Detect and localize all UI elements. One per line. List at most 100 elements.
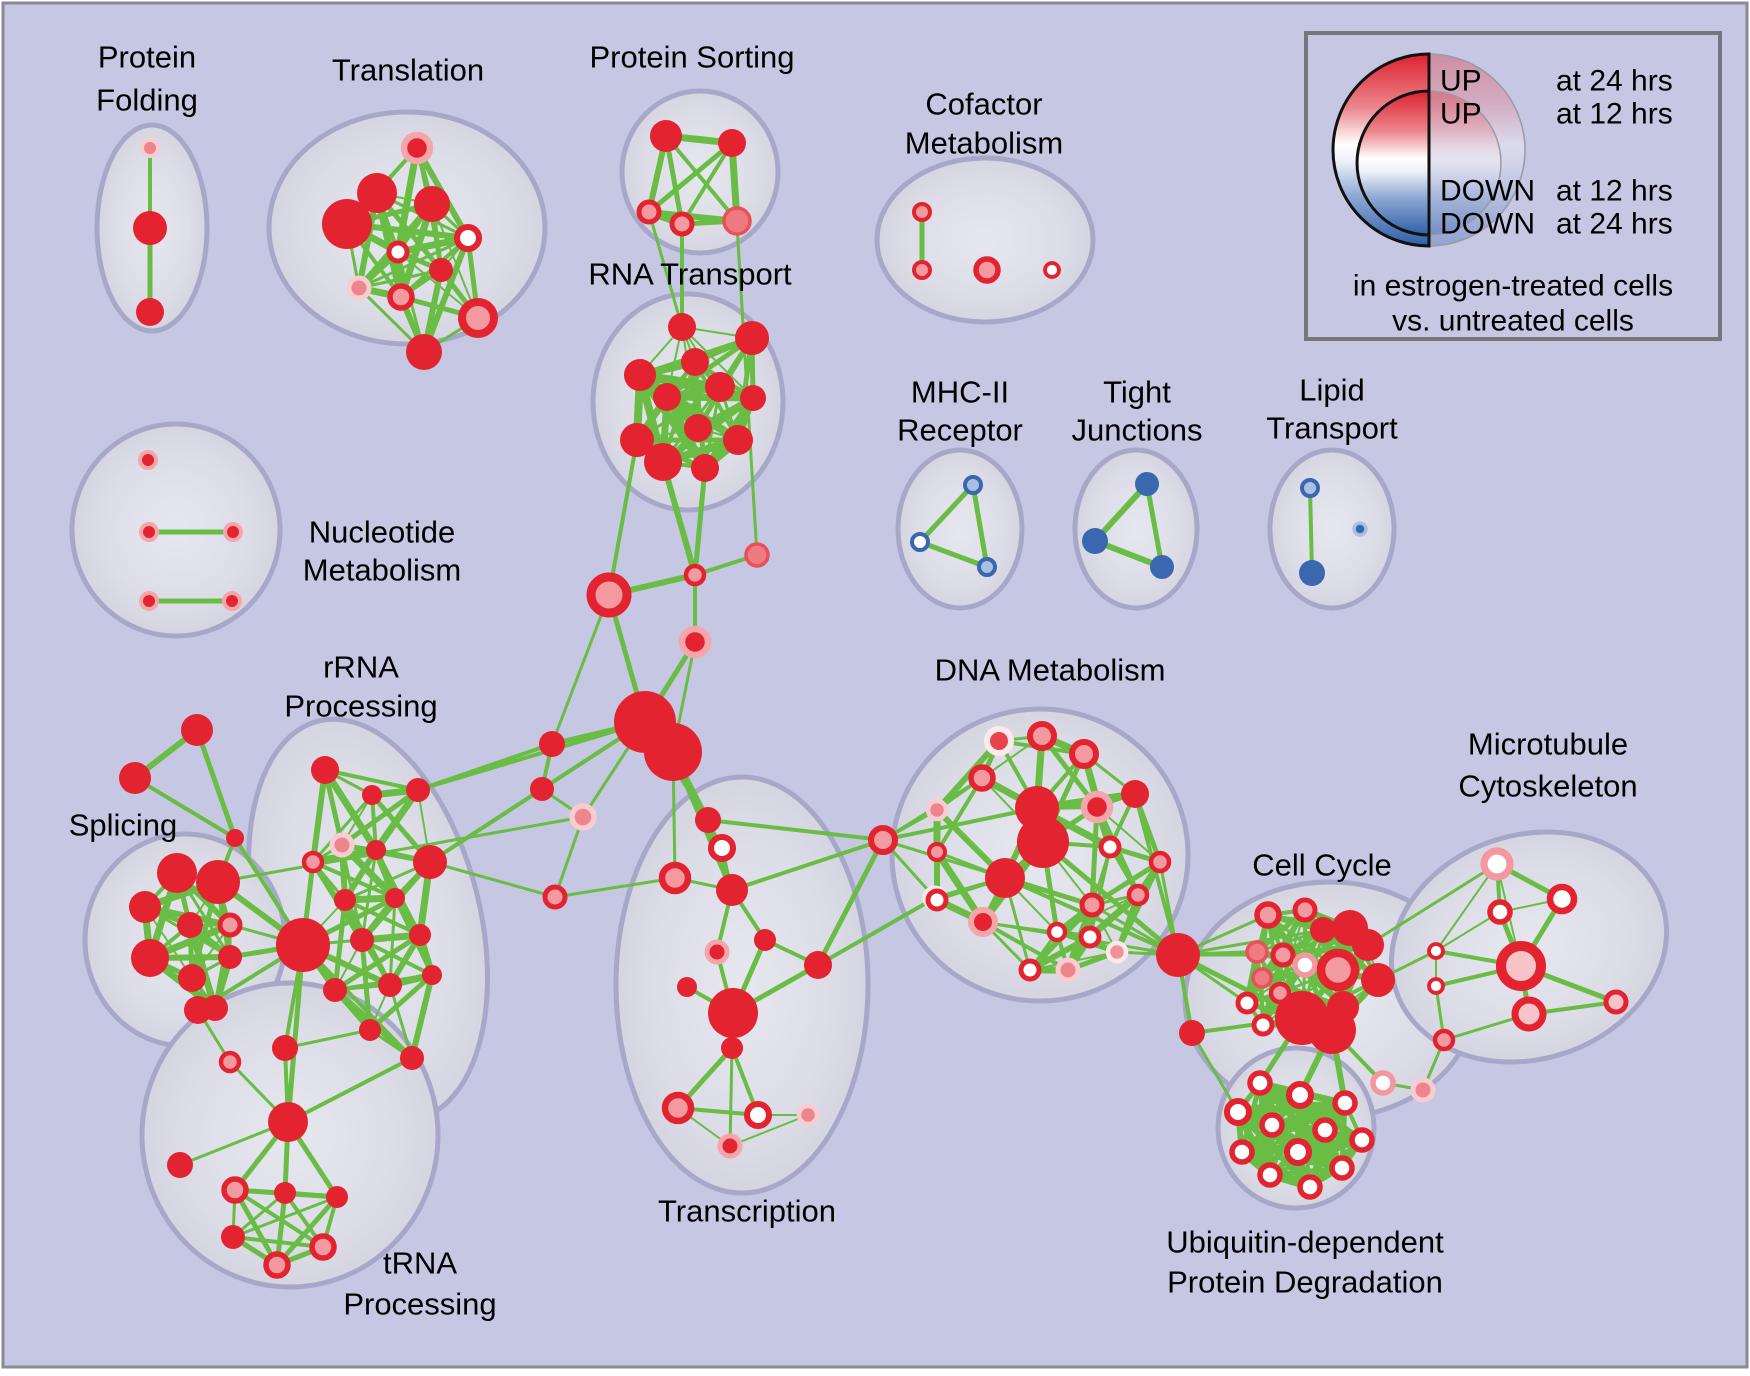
network-node-cc17 xyxy=(1308,1006,1356,1054)
network-node-s6 xyxy=(131,939,169,977)
network-node-r11 xyxy=(350,928,374,952)
network-node-cc5 xyxy=(1352,929,1384,961)
network-node-s5 xyxy=(217,912,243,938)
network-node-d16 xyxy=(968,907,998,937)
network-node-nm3 xyxy=(223,522,243,542)
cluster-ellipse-cofactor-metabolism xyxy=(874,155,1096,325)
network-edge xyxy=(1089,804,1100,908)
network-node-cc0 xyxy=(1156,933,1200,977)
network-node-r5 xyxy=(301,850,325,874)
network-node-u7 xyxy=(1349,1127,1375,1153)
network-node-d19 xyxy=(1078,925,1102,949)
network-node-s7 xyxy=(178,964,206,992)
cluster-ellipse-transcription xyxy=(613,774,871,1196)
cluster-label-microtubule-cytoskeleton: Microtubule xyxy=(1468,727,1628,762)
network-node-rt10 xyxy=(723,425,753,455)
network-node-lp1 xyxy=(1300,478,1320,498)
network-node-d13 xyxy=(1098,835,1122,859)
network-edge xyxy=(311,793,374,864)
network-node-d14 xyxy=(1148,850,1172,874)
network-edge xyxy=(917,539,990,570)
network-node-u1 xyxy=(1247,1070,1273,1096)
cluster-label-rrna-processing: rRNA xyxy=(323,650,399,685)
network-node-tl2 xyxy=(357,173,397,213)
network-node-h2 xyxy=(644,723,702,781)
network-node-rt8 xyxy=(684,414,712,442)
network-edge xyxy=(216,815,585,884)
network-edge xyxy=(416,720,647,792)
network-node-cf3 xyxy=(973,256,1001,284)
network-node-r18 xyxy=(184,996,212,1024)
cluster-label-nucleotide-metabolism: Metabolism xyxy=(303,553,462,588)
network-node-ps1 xyxy=(650,120,682,152)
network-edge xyxy=(360,848,378,942)
network-node-ls2 xyxy=(530,777,554,801)
network-node-u12 xyxy=(1297,1174,1323,1200)
network-node-s1 xyxy=(157,853,197,893)
network-node-tl9 xyxy=(387,283,415,311)
network-node-r6 xyxy=(366,840,386,860)
network-edge xyxy=(1133,792,1180,957)
legend-direction-label: DOWN xyxy=(1440,175,1535,208)
network-edge xyxy=(917,482,976,545)
network-node-rt3 xyxy=(624,359,656,391)
legend-time-label: at 12 hrs xyxy=(1556,98,1673,131)
network-node-d17 xyxy=(1079,892,1105,918)
network-edge xyxy=(388,983,414,1060)
network-node-cn2 xyxy=(744,542,770,568)
network-node-tl4 xyxy=(414,186,450,222)
network-node-cn4 xyxy=(678,625,712,659)
network-node-d5 xyxy=(925,798,949,822)
network-node-tl5 xyxy=(453,223,483,253)
network-node-u6 xyxy=(1312,1117,1338,1143)
network-node-mt1 xyxy=(1480,847,1514,881)
network-edge xyxy=(133,776,237,840)
network-node-cc11 xyxy=(1251,967,1273,989)
network-node-s2 xyxy=(196,860,240,904)
network-node-cc6 xyxy=(1245,940,1269,964)
cluster-label-ubiquitin-degradation: Ubiquitin-dependent xyxy=(1166,1225,1444,1260)
network-node-tj3 xyxy=(1150,555,1174,579)
legend-time-label: at 12 hrs xyxy=(1556,175,1673,208)
cluster-label-cofactor-metabolism: Cofactor xyxy=(925,87,1042,122)
network-node-lp2 xyxy=(1299,560,1325,586)
network-node-tc9 xyxy=(677,977,697,997)
cluster-label-protein-folding: Protein xyxy=(98,40,196,75)
network-edge xyxy=(286,1056,414,1124)
network-node-tr1 xyxy=(181,714,213,746)
network-node-cf4 xyxy=(1043,261,1061,279)
network-node-q3 xyxy=(221,1176,249,1204)
network-node-mt9 xyxy=(1603,989,1629,1015)
network-edge xyxy=(388,896,397,987)
network-node-mh3 xyxy=(977,557,997,577)
network-node-cc7 xyxy=(1270,942,1296,968)
network-edge xyxy=(1435,863,1498,952)
network-node-tl10 xyxy=(458,298,498,338)
network-edge xyxy=(431,203,479,319)
network-node-r13 xyxy=(323,978,347,1002)
legend-caption: in estrogen-treated cells xyxy=(1353,270,1673,303)
network-node-d7 xyxy=(927,842,947,862)
network-node-d21 xyxy=(1018,958,1042,982)
network-node-r12 xyxy=(409,924,431,946)
network-node-q6 xyxy=(221,1225,245,1249)
legend-direction-label: DOWN xyxy=(1440,208,1535,241)
cluster-label-dna-metabolism: DNA Metabolism xyxy=(935,653,1166,688)
network-node-mt2 xyxy=(1546,883,1578,915)
network-node-d18 xyxy=(1126,883,1150,907)
network-node-tl3 xyxy=(322,199,372,249)
network-node-q2 xyxy=(167,1152,193,1178)
network-node-u8 xyxy=(1229,1139,1255,1165)
network-node-tc0 xyxy=(695,807,721,833)
network-edge xyxy=(1308,486,1314,575)
cluster-label-protein-sorting: Protein Sorting xyxy=(589,40,794,75)
network-edge xyxy=(729,1114,809,1147)
legend-time-label: at 24 hrs xyxy=(1556,208,1673,241)
network-node-r2 xyxy=(362,785,382,805)
network-node-ps5 xyxy=(722,206,752,236)
network-node-nm4 xyxy=(139,591,159,611)
network-node-s8 xyxy=(218,945,242,969)
network-node-d15 xyxy=(925,888,949,912)
network-node-mh1 xyxy=(963,475,983,495)
